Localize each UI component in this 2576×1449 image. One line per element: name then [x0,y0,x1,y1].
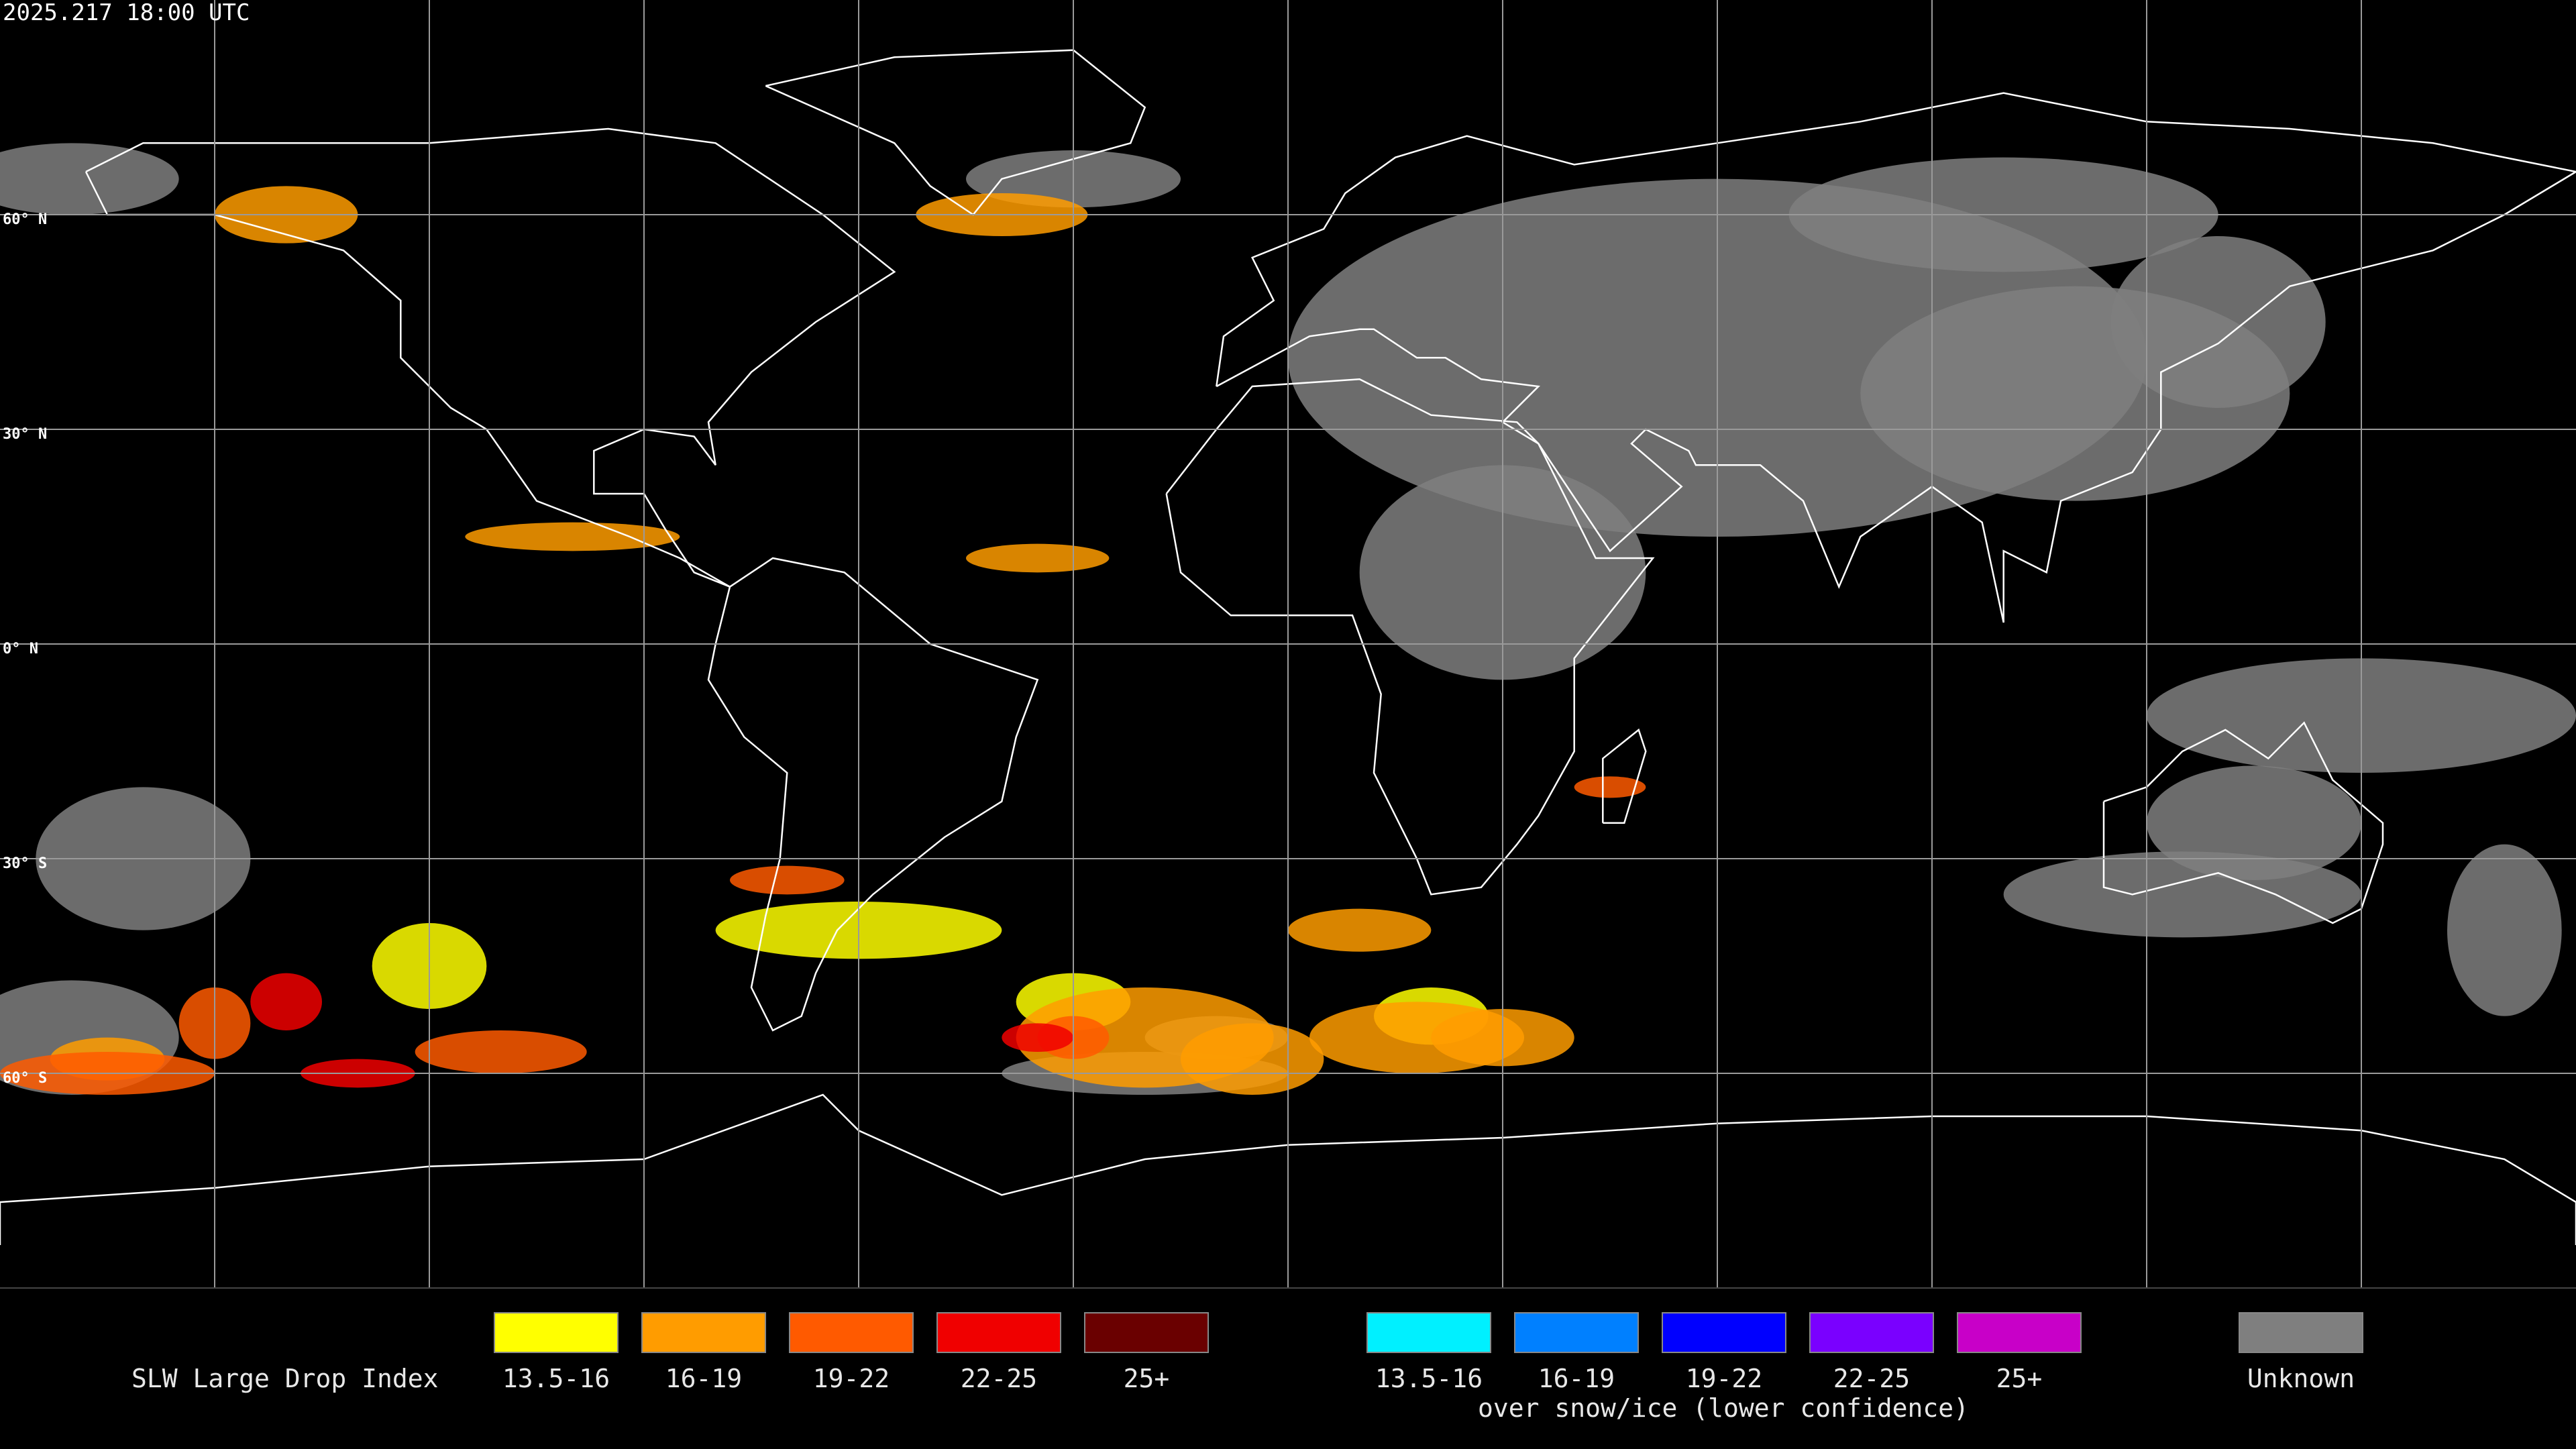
snow-ice-swatch [1662,1312,1786,1353]
latitude-label: 30° N [3,426,47,443]
snow-ice-note: over snow/ice (lower confidence) [1478,1393,1969,1423]
coastline [1165,378,1655,896]
snow-ice-swatch [1366,1312,1491,1353]
snow-ice-swatch [1957,1312,2082,1353]
cloud-area [465,522,680,551]
legend-swatch [789,1312,914,1353]
legend-title: SLW Large Drop Index [131,1364,439,1393]
coastline [85,127,896,588]
snow-ice-swatch-label: 22-25 [1833,1364,1910,1393]
cloud-area [2447,844,2562,1016]
latitude-label: 60° S [3,1070,47,1087]
cloud-area [1287,908,1432,952]
cloud-area [2146,765,2362,881]
coastline [765,49,1146,216]
snow-ice-swatch-label: 13.5-16 [1375,1364,1483,1393]
snow-ice-swatch [1809,1312,1934,1353]
cloud-area [965,543,1110,573]
legend: SLW Large Drop Index 13.5-16 16-19 19-22 22-… [131,1312,2363,1423]
latitude-label: 0° N [3,641,38,657]
cloud-area [2110,235,2326,409]
legend-swatch [641,1312,766,1353]
map-labels: 60° N 30° N 0° N 30° S 60° S [3,211,47,1087]
legend-swatch-label: 25+ [1124,1364,1170,1393]
timestamp: 2025.217 18:00 UTC [3,0,250,26]
snow-ice-swatch-label: 16-19 [1538,1364,1615,1393]
snow-ice-swatch-label: 19-22 [1686,1364,1762,1393]
legend-swatch-label: 19-22 [813,1364,890,1393]
coastline [707,557,1039,1032]
graticule [0,0,2576,1288]
legend-swatch-label: 16-19 [665,1364,742,1393]
coastline [2102,721,2384,924]
cloud-area [729,865,845,895]
snow-ice-swatch [1514,1312,1639,1353]
cloud-area [1574,776,1646,798]
coastline [1602,728,1647,824]
legend-swatch [1084,1312,1209,1353]
cloud-area [1002,1023,1074,1053]
cloud-area [2003,851,2362,938]
latitude-label: 60° N [3,211,47,228]
snow-ice-swatch-label: 25+ [1996,1364,2043,1393]
legend-swatch-label: 13.5-16 [502,1364,610,1393]
unknown-swatch-label: Unknown [2247,1364,2355,1393]
latitude-label: 30° S [3,855,47,872]
cloud-area [1180,1023,1324,1095]
legend-swatch-label: 22-25 [961,1364,1037,1393]
cloud-area [415,1030,587,1074]
coastline [0,1093,2576,1245]
cloud-area [250,973,323,1031]
unknown-swatch [2239,1312,2363,1353]
legend-swatch [936,1312,1061,1353]
legend-swatch [494,1312,619,1353]
